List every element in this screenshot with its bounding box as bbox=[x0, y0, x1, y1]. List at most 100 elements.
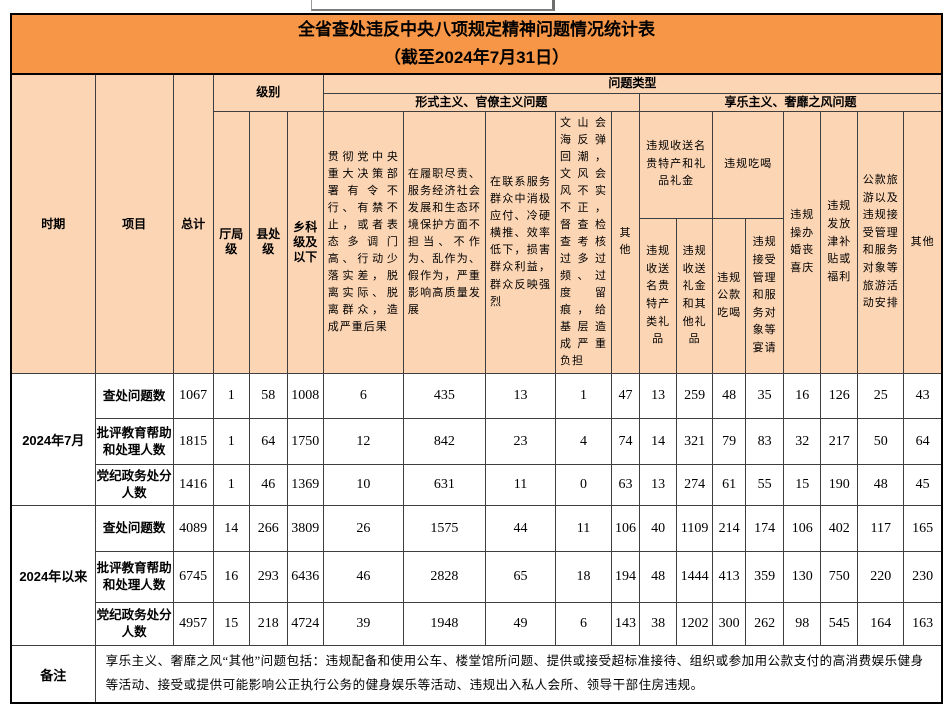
header-dining-col-2: 违规接受管理和服务对象等宴请 bbox=[745, 217, 785, 375]
value-cell: 631 bbox=[402, 464, 486, 507]
value-cell: 13 bbox=[484, 373, 557, 420]
period-cell: 2024年7月 bbox=[10, 373, 96, 507]
value-cell: 35 bbox=[745, 373, 785, 420]
value-cell: 413 bbox=[712, 551, 747, 604]
value-cell: 2828 bbox=[402, 551, 486, 604]
header-formalism-col-2: 在履职尽责、服务经济社会发展和生态环境保护方面不担当、不作为、乱作为、假作为，严… bbox=[402, 110, 486, 375]
header-travel: 公款旅游以及违规接受管理和服务对象等旅游活动安排 bbox=[857, 110, 905, 375]
value-cell: 230 bbox=[903, 551, 943, 604]
value-cell: 106 bbox=[611, 505, 641, 553]
value-cell: 6745 bbox=[172, 551, 214, 604]
table-row: 党纪政务处分人数 4957 15 218 4724 39 1948 49 6 1… bbox=[11, 602, 943, 647]
item-cell: 党纪政务处分人数 bbox=[94, 464, 174, 507]
value-cell: 4957 bbox=[172, 602, 214, 647]
table-row: 批评教育帮助和处理人数 1815 1 64 1750 12 842 23 4 7… bbox=[11, 418, 943, 466]
value-cell: 64 bbox=[248, 418, 288, 466]
value-cell: 1 bbox=[212, 464, 250, 507]
value-cell: 293 bbox=[248, 551, 288, 604]
header-formalism-col-1: 贯彻党中央重大决策部署有令不行、有禁不止，或者表态多调门高、行动少落实差，脱离实… bbox=[322, 110, 404, 375]
header-hedonism-other: 其他 bbox=[903, 110, 943, 375]
statistics-table: 全省查处违反中央八项规定精神问题情况统计表 （截至2024年7月31日） 时期 … bbox=[10, 12, 943, 704]
value-cell: 750 bbox=[820, 551, 859, 604]
value-cell: 46 bbox=[248, 464, 288, 507]
header-wedding: 违规操办婚丧喜庆 bbox=[783, 110, 822, 375]
value-cell: 435 bbox=[402, 373, 486, 420]
header-formalism-col-3: 在联系服务群众中消极应付、冷硬横推、效率低下，损害群众利益，群众反映强烈 bbox=[484, 110, 557, 375]
value-cell: 4089 bbox=[172, 505, 214, 553]
value-cell: 164 bbox=[857, 602, 905, 647]
value-cell: 61 bbox=[712, 464, 747, 507]
table-row: 备注 享乐主义、奢靡之风“其他”问题包括：违规配备和使用公车、楼堂馆所问题、提供… bbox=[10, 645, 943, 704]
value-cell: 1575 bbox=[402, 505, 486, 553]
value-cell: 106 bbox=[783, 505, 822, 553]
value-cell: 190 bbox=[820, 464, 859, 507]
value-cell: 1 bbox=[554, 373, 613, 420]
value-cell: 218 bbox=[248, 602, 288, 647]
background-window-edge bbox=[311, 0, 555, 11]
header-period: 时期 bbox=[10, 73, 96, 375]
value-cell: 4724 bbox=[286, 602, 324, 647]
value-cell: 259 bbox=[676, 373, 714, 420]
value-cell: 11 bbox=[554, 505, 613, 553]
item-cell: 查处问题数 bbox=[94, 505, 174, 553]
value-cell: 545 bbox=[820, 602, 859, 647]
value-cell: 55 bbox=[745, 464, 785, 507]
table-row: 时期 项目 总计 级别 问题类型 bbox=[10, 73, 943, 375]
value-cell: 3809 bbox=[286, 505, 324, 553]
value-cell: 126 bbox=[820, 373, 859, 420]
value-cell: 47 bbox=[611, 373, 641, 420]
header-dining-col-1: 违规公款吃喝 bbox=[712, 217, 747, 375]
value-cell: 39 bbox=[322, 602, 404, 647]
header-formalism-group: 形式主义、官僚主义问题 bbox=[322, 92, 641, 112]
period-cell: 2024年以来 bbox=[10, 505, 96, 647]
value-cell: 14 bbox=[639, 418, 678, 466]
value-cell: 262 bbox=[745, 602, 785, 647]
value-cell: 44 bbox=[484, 505, 557, 553]
value-cell: 18 bbox=[554, 551, 613, 604]
value-cell: 46 bbox=[322, 551, 404, 604]
value-cell: 48 bbox=[857, 464, 905, 507]
table-title-line2: （截至2024年7月31日） bbox=[383, 48, 570, 68]
value-cell: 26 bbox=[322, 505, 404, 553]
value-cell: 1815 bbox=[172, 418, 214, 466]
value-cell: 1416 bbox=[172, 464, 214, 507]
value-cell: 6 bbox=[554, 602, 613, 647]
value-cell: 1202 bbox=[676, 602, 714, 647]
value-cell: 214 bbox=[712, 505, 747, 553]
remark-text: 享乐主义、奢靡之风“其他”问题包括：违规配备和使用公车、楼堂馆所问题、提供或接受… bbox=[94, 645, 943, 704]
value-cell: 6436 bbox=[286, 551, 324, 604]
value-cell: 15 bbox=[212, 602, 250, 647]
item-cell: 批评教育帮助和处理人数 bbox=[94, 418, 174, 466]
value-cell: 217 bbox=[820, 418, 859, 466]
value-cell: 25 bbox=[857, 373, 905, 420]
value-cell: 194 bbox=[611, 551, 641, 604]
header-dining-group: 违规吃喝 bbox=[712, 110, 785, 219]
header-level-xianchu: 县处级 bbox=[248, 110, 288, 375]
value-cell: 13 bbox=[639, 373, 678, 420]
item-cell: 党纪政务处分人数 bbox=[94, 602, 174, 647]
value-cell: 48 bbox=[712, 373, 747, 420]
value-cell: 43 bbox=[903, 373, 943, 420]
value-cell: 300 bbox=[712, 602, 747, 647]
value-cell: 1 bbox=[212, 418, 250, 466]
value-cell: 14 bbox=[212, 505, 250, 553]
value-cell: 321 bbox=[676, 418, 714, 466]
value-cell: 13 bbox=[639, 464, 678, 507]
value-cell: 12 bbox=[322, 418, 404, 466]
item-cell: 查处问题数 bbox=[94, 373, 174, 420]
header-problem-type: 问题类型 bbox=[322, 73, 943, 94]
value-cell: 40 bbox=[639, 505, 678, 553]
value-cell: 220 bbox=[857, 551, 905, 604]
value-cell: 16 bbox=[783, 373, 822, 420]
value-cell: 63 bbox=[611, 464, 641, 507]
header-gifts-col-2: 违规收送礼金和其他礼品 bbox=[676, 217, 714, 375]
value-cell: 130 bbox=[783, 551, 822, 604]
value-cell: 143 bbox=[611, 602, 641, 647]
value-cell: 38 bbox=[639, 602, 678, 647]
value-cell: 58 bbox=[248, 373, 288, 420]
value-cell: 165 bbox=[903, 505, 943, 553]
header-gifts-group: 违规收送名贵特产和礼品礼金 bbox=[639, 110, 714, 219]
value-cell: 1369 bbox=[286, 464, 324, 507]
value-cell: 98 bbox=[783, 602, 822, 647]
value-cell: 64 bbox=[903, 418, 943, 466]
